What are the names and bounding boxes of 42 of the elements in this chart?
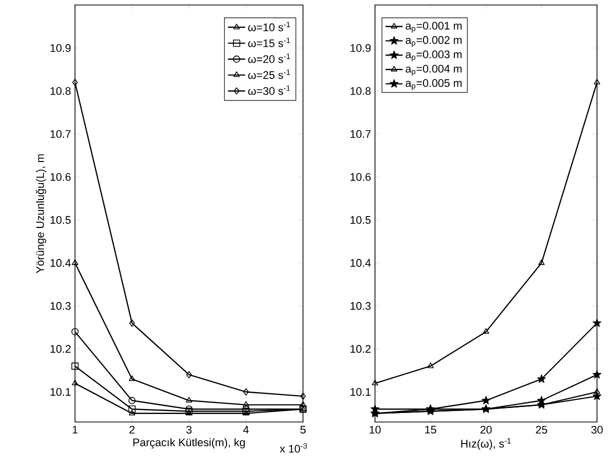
x-tick-label: 15	[425, 426, 436, 434]
y-tick-label: 10.5	[50, 216, 71, 224]
y-tick-label: 10.2	[50, 345, 71, 353]
legend-label: a$_{p}$=0.003 m	[406, 50, 462, 62]
y-tick-label: 10.6	[50, 173, 71, 181]
x-tick-label: 4	[243, 426, 249, 434]
y-tick-label: 10.1	[50, 388, 71, 396]
x-tick-label: 5	[300, 426, 306, 434]
y-tick-label: 10.8	[350, 87, 371, 95]
y-tick-label: 10.4	[50, 259, 71, 267]
x-tick-label: 1	[72, 426, 78, 434]
legend-label: ω=15 s$^{-1}$	[248, 38, 290, 48]
y-tick-label: 10.4	[350, 259, 371, 267]
legend-label: a$_{p}$=0.002 m	[406, 36, 462, 48]
y-tick-label: 10.2	[350, 345, 371, 353]
x-tick-label: 10	[370, 426, 381, 434]
text: x 10$^{-3}$	[280, 443, 307, 453]
x-tick-label: 30	[591, 426, 603, 434]
y-tick-label: 10.9	[50, 44, 71, 52]
legend-label: ω=20 s$^{-1}$	[248, 54, 290, 64]
legend-label: ω=10 s$^{-1}$	[248, 22, 290, 32]
y-tick-label: 10.3	[50, 302, 71, 310]
legend-label: a$_{p}$=0.004 m	[406, 64, 462, 76]
y-tick-label: 10.7	[50, 130, 71, 138]
y-tick-label: 10.3	[350, 302, 371, 310]
y-tick-label: 10.6	[350, 173, 371, 181]
y-axis-title: Yörünge Uzunluğu(L), m	[36, 154, 46, 274]
y-tick-label: 10.7	[350, 130, 371, 138]
legend-label: ω=30 s$^{-1}$	[248, 86, 290, 95]
x-tick-label: 2	[129, 426, 135, 434]
x-tick-label: 20	[480, 426, 492, 434]
x-tick-label: 3	[186, 426, 192, 434]
legend-label: ω=25 s$^{-1}$	[248, 70, 290, 79]
x-tick-label: 25	[536, 426, 548, 434]
x-axis-title: Parçacık Kütlesi(m), kg	[133, 438, 245, 448]
legend-label: a$_{p}$=0.001 m	[406, 22, 462, 33]
y-tick-label: 10.1	[350, 388, 371, 396]
y-tick-label: 10.8	[50, 87, 71, 95]
legend-label: a$_{p}$=0.005 m	[406, 79, 462, 90]
y-tick-label: 10.5	[350, 216, 371, 224]
y-tick-label: 10.9	[350, 44, 371, 52]
x-axis-title: Hız(ω), s$^{-1}$	[461, 438, 511, 450]
